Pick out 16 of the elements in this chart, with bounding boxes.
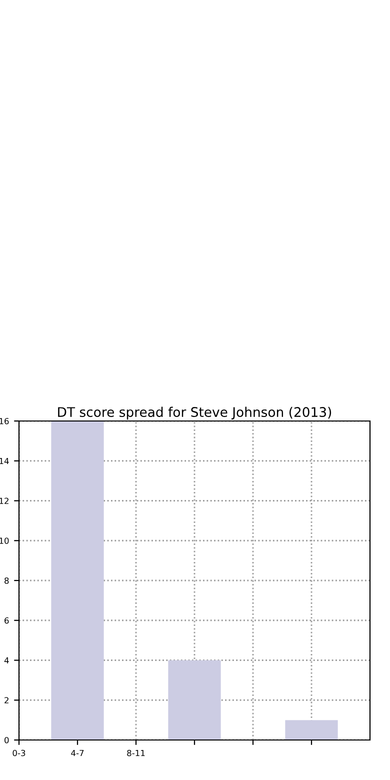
bar [168, 660, 221, 740]
x-tick-label: 8-11 [127, 750, 145, 756]
bar [51, 421, 104, 740]
bar [285, 720, 338, 740]
y-tick-label: 14 [0, 458, 9, 464]
y-tick-label: 10 [0, 538, 9, 544]
y-tick-label: 2 [4, 697, 8, 704]
y-tick-label: 12 [0, 498, 8, 504]
y-tick-label: 6 [4, 617, 9, 624]
chart-title: DT score spread for Steve Johnson (2013) [58, 406, 332, 420]
y-tick-label: 4 [4, 657, 9, 664]
x-tick-label: 4-7 [71, 750, 84, 756]
y-tick-label: 16 [0, 418, 9, 424]
y-tick-label: 0 [4, 736, 9, 744]
y-tick-label: 8 [4, 577, 9, 584]
x-tick-label: 0-3 [12, 750, 26, 756]
